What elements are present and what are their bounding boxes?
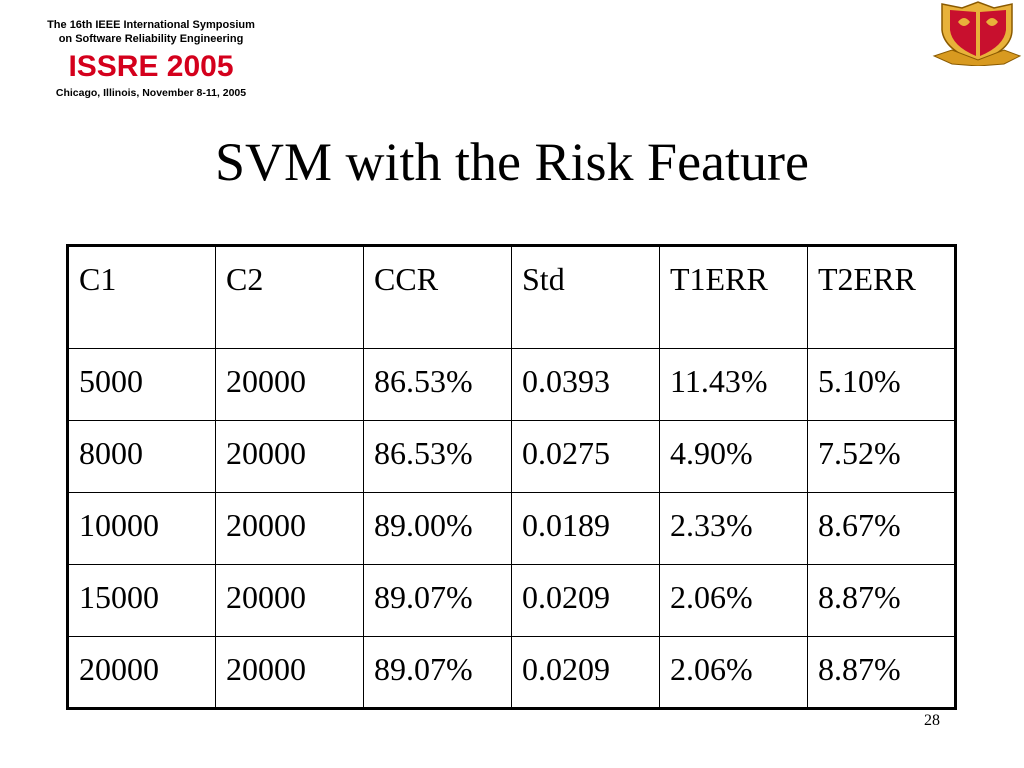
table-cell: 0.0209	[511, 564, 660, 637]
table-header-cell: CCR	[363, 245, 512, 349]
table-header-row: C1 C2 CCR Std T1ERR T2ERR	[67, 245, 956, 349]
table-row: 5000 20000 86.53% 0.0393 11.43% 5.10%	[67, 348, 956, 421]
page-number: 28	[924, 712, 940, 729]
table-cell: 20000	[215, 348, 364, 421]
table-cell: 89.00%	[363, 492, 512, 565]
results-table: C1 C2 CCR Std T1ERR T2ERR 5000 20000 86.…	[66, 244, 957, 710]
conference-header: The 16th IEEE International Symposium on…	[40, 18, 262, 100]
table-cell: 20000	[67, 636, 216, 709]
table-header-cell: T1ERR	[659, 245, 808, 349]
table-cell: 10000	[67, 492, 216, 565]
table-cell: 0.0275	[511, 420, 660, 493]
table-cell: 15000	[67, 564, 216, 637]
table-row: 20000 20000 89.07% 0.0209 2.06% 8.87%	[67, 636, 956, 709]
table-header-cell: T2ERR	[807, 245, 956, 349]
table-header-cell: Std	[511, 245, 660, 349]
table-cell: 8.87%	[807, 636, 956, 709]
table-row: 8000 20000 86.53% 0.0275 4.90% 7.52%	[67, 420, 956, 493]
table-cell: 4.90%	[659, 420, 808, 493]
university-crest-icon	[932, 1, 1022, 66]
table-cell: 2.06%	[659, 564, 808, 637]
table-cell: 0.0189	[511, 492, 660, 565]
table-row: 10000 20000 89.00% 0.0189 2.33% 8.67%	[67, 492, 956, 565]
table-cell: 20000	[215, 564, 364, 637]
conference-line-2: on Software Reliability Engineering	[58, 33, 244, 45]
table-cell: 7.52%	[807, 420, 956, 493]
table-cell: 89.07%	[363, 564, 512, 637]
table-cell: 5000	[67, 348, 216, 421]
table-row: 15000 20000 89.07% 0.0209 2.06% 8.87%	[67, 564, 956, 637]
table-cell: 86.53%	[363, 420, 512, 493]
table-cell: 5.10%	[807, 348, 956, 421]
table-cell: 20000	[215, 636, 364, 709]
table-cell: 8000	[67, 420, 216, 493]
conference-line-1: The 16th IEEE International Symposium	[47, 19, 255, 31]
table-cell: 0.0393	[511, 348, 660, 421]
table-cell: 8.67%	[807, 492, 956, 565]
table-cell: 89.07%	[363, 636, 512, 709]
table-cell: 20000	[215, 420, 364, 493]
table-header-cell: C2	[215, 245, 364, 349]
table-cell: 11.43%	[659, 348, 808, 421]
table-cell: 20000	[215, 492, 364, 565]
table-cell: 0.0209	[511, 636, 660, 709]
conference-location: Chicago, Illinois, November 8-11, 2005	[55, 87, 247, 99]
table-cell: 8.87%	[807, 564, 956, 637]
table-cell: 2.06%	[659, 636, 808, 709]
table-cell: 2.33%	[659, 492, 808, 565]
table-header-cell: C1	[67, 245, 216, 349]
conference-acronym: ISSRE 2005	[68, 50, 234, 83]
slide-title: SVM with the Risk Feature	[215, 132, 809, 192]
table-cell: 86.53%	[363, 348, 512, 421]
